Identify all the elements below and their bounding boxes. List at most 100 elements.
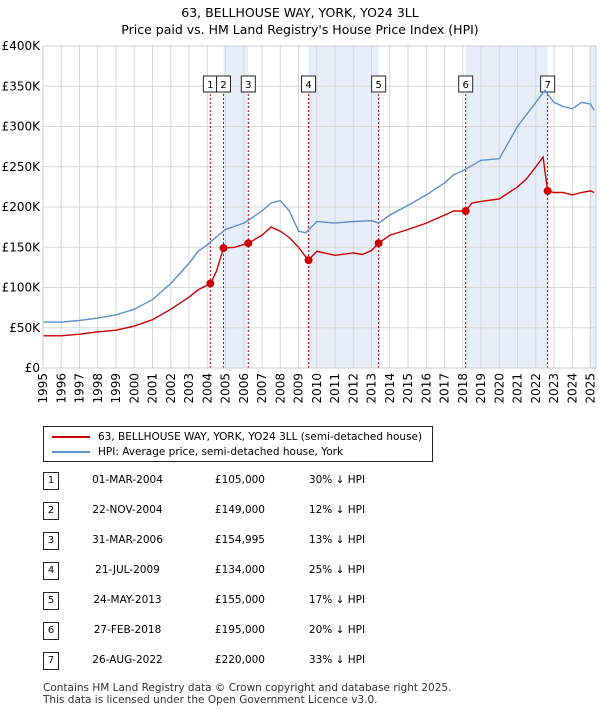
sale-marker-label: 3 (245, 80, 251, 91)
sale-price: £154,995 (214, 534, 265, 546)
y-tick-label: £50K (9, 321, 41, 335)
sale-date: 27-FEB-2018 (93, 624, 162, 636)
x-tick-label: 2021 (511, 373, 525, 404)
table-row: 7 26-AUG-2022 £220,000 33% ↓ HPI (0, 652, 600, 672)
sale-price: £134,000 (214, 564, 265, 576)
x-tick-label: 2006 (237, 373, 251, 404)
x-tick-label: 2008 (273, 373, 287, 404)
hpi-line (43, 89, 595, 323)
table-row: 6 27-FEB-2018 £195,000 20% ↓ HPI (0, 622, 600, 642)
y-tick-label: £200K (2, 200, 42, 214)
x-tick-label: 1999 (109, 373, 123, 404)
x-tick-label: 1996 (54, 373, 68, 404)
sale-hpi-diff: 25% ↓ HPI (308, 564, 366, 576)
sale-point (206, 279, 215, 288)
x-tick-label: 2007 (255, 373, 269, 404)
sale-hpi-diff: 17% ↓ HPI (308, 594, 366, 606)
legend-label-property: 63, BELLHOUSE WAY, YORK, YO24 3LL (semi-… (98, 431, 423, 443)
table-row: 3 31-MAR-2006 £154,995 13% ↓ HPI (0, 532, 600, 552)
y-tick-label: £350K (2, 79, 42, 93)
table-row: 1 01-MAR-2004 £105,000 30% ↓ HPI (0, 472, 600, 492)
x-tick-label: 2000 (127, 373, 141, 404)
legend-swatch-hpi (52, 451, 90, 453)
sale-marker-box (301, 75, 317, 93)
x-tick-label: 2025 (584, 373, 598, 404)
x-tick-label: 1998 (91, 373, 105, 404)
sale-point (244, 239, 253, 248)
y-tick-label: £300K (2, 120, 42, 134)
sale-price: £105,000 (214, 474, 265, 486)
legend-item-property: 63, BELLHOUSE WAY, YORK, YO24 3LL (semi-… (52, 429, 422, 445)
sale-point (543, 186, 552, 195)
x-tick-label: 1997 (73, 373, 87, 404)
sale-number: 3 (43, 532, 59, 550)
x-tick-label: 2024 (565, 373, 579, 404)
x-tick-label: 2011 (328, 373, 342, 404)
x-tick-label: 2020 (492, 373, 506, 404)
x-tick-label: 2012 (346, 373, 360, 404)
sale-date: 24-MAY-2013 (93, 594, 162, 606)
sale-marker-box (240, 75, 256, 93)
sale-date: 22-NOV-2004 (92, 504, 163, 516)
table-row: 4 21-JUL-2009 £134,000 25% ↓ HPI (0, 562, 600, 582)
sale-price: £220,000 (214, 654, 265, 666)
sale-hpi-diff: 12% ↓ HPI (308, 504, 366, 516)
chart-title: 63, BELLHOUSE WAY, YORK, YO24 3LL Price … (0, 4, 600, 38)
sale-point (304, 256, 313, 265)
title-line-1: 63, BELLHOUSE WAY, YORK, YO24 3LL (181, 5, 419, 20)
x-tick-label: 2015 (401, 373, 415, 404)
x-tick-label: 2013 (365, 373, 379, 404)
x-tick-label: 1995 (36, 373, 50, 404)
sale-number: 6 (43, 622, 59, 640)
sale-date: 26-AUG-2022 (92, 654, 163, 666)
sale-point (219, 244, 228, 253)
sale-hpi-diff: 13% ↓ HPI (308, 534, 366, 546)
title-line-2: Price paid vs. HM Land Registry's House … (121, 22, 479, 37)
sale-marker-box (216, 75, 232, 93)
sale-number: 1 (43, 472, 59, 490)
x-tick-label: 2014 (383, 373, 397, 404)
sale-marker-label: 5 (375, 80, 381, 91)
footer-line-1: Contains HM Land Registry data © Crown c… (43, 682, 452, 694)
sale-price: £149,000 (214, 504, 265, 516)
plot-frame (42, 45, 597, 369)
y-tick-label: £250K (2, 160, 42, 174)
sale-date: 21-JUL-2009 (95, 564, 160, 576)
legend: 63, BELLHOUSE WAY, YORK, YO24 3LL (semi-… (43, 426, 433, 462)
sale-marker-label: 2 (220, 80, 226, 91)
y-tick-label: £400K (2, 39, 42, 53)
sale-marker-box (458, 75, 474, 93)
sale-date: 01-MAR-2004 (92, 474, 163, 486)
sale-marker-label: 4 (305, 80, 311, 91)
sale-marker-box (371, 75, 387, 93)
x-tick-label: 2023 (547, 373, 561, 404)
sale-hpi-diff: 30% ↓ HPI (308, 474, 366, 486)
x-tick-label: 2002 (164, 373, 178, 404)
sale-marker-label: 7 (544, 80, 550, 91)
footer: Contains HM Land Registry data © Crown c… (43, 682, 451, 706)
x-tick-label: 2017 (438, 373, 452, 404)
x-tick-label: 2009 (292, 373, 306, 404)
sale-point (374, 239, 383, 248)
sale-point (461, 207, 470, 216)
legend-swatch-property (52, 436, 90, 438)
x-tick-label: 2005 (219, 373, 233, 404)
sale-marker-label: 6 (463, 80, 469, 91)
x-tick-label: 2003 (182, 373, 196, 404)
sale-hpi-diff: 20% ↓ HPI (308, 624, 366, 636)
x-tick-label: 2016 (419, 373, 433, 404)
y-tick-label: £150K (2, 240, 42, 254)
sale-marker-box (540, 75, 556, 93)
sale-number: 2 (43, 502, 59, 520)
legend-label-hpi: HPI: Average price, semi-detached house,… (98, 446, 344, 458)
sale-number: 4 (43, 562, 59, 580)
sale-number: 7 (43, 652, 59, 670)
sale-date: 31-MAR-2006 (92, 534, 163, 546)
x-tick-label: 2001 (146, 373, 160, 404)
y-tick-label: £0 (25, 361, 40, 375)
table-row: 5 24-MAY-2013 £155,000 17% ↓ HPI (0, 592, 600, 612)
sale-price: £155,000 (214, 594, 265, 606)
x-tick-label: 2022 (529, 373, 543, 404)
x-tick-label: 2018 (456, 373, 470, 404)
sale-hpi-diff: 33% ↓ HPI (308, 654, 366, 666)
